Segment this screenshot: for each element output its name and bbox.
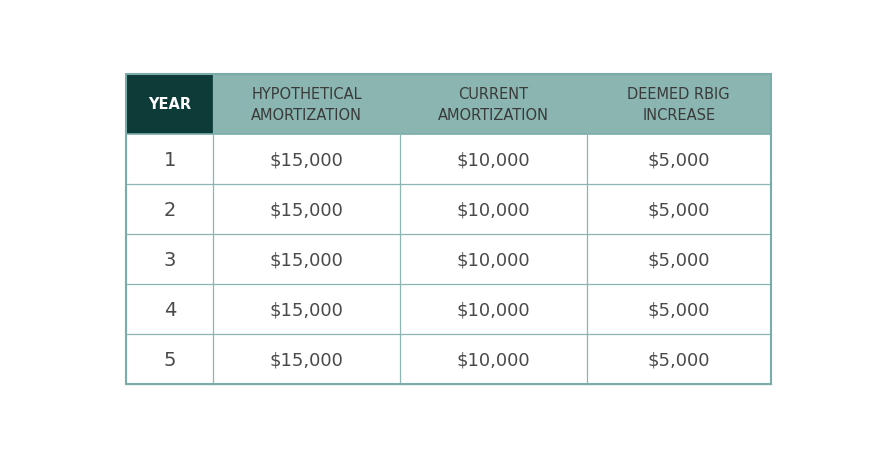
Text: HYPOTHETICAL
AMORTIZATION: HYPOTHETICAL AMORTIZATION (251, 87, 362, 123)
Bar (400, 74, 587, 135)
Text: 2: 2 (164, 200, 176, 219)
Bar (126, 74, 771, 385)
Text: $10,000: $10,000 (457, 151, 530, 169)
Text: $15,000: $15,000 (270, 151, 344, 169)
Text: $5,000: $5,000 (648, 251, 710, 269)
Bar (587, 74, 771, 135)
Text: 4: 4 (164, 300, 176, 319)
Text: $5,000: $5,000 (648, 351, 710, 369)
Text: $5,000: $5,000 (648, 201, 710, 219)
Text: $10,000: $10,000 (457, 301, 530, 319)
Text: $15,000: $15,000 (270, 351, 344, 369)
Text: 3: 3 (164, 250, 176, 269)
Text: 5: 5 (164, 350, 176, 369)
Bar (126, 74, 214, 135)
Text: $10,000: $10,000 (457, 201, 530, 219)
Text: DEEMED RBIG
INCREASE: DEEMED RBIG INCREASE (627, 87, 730, 123)
Text: $5,000: $5,000 (648, 151, 710, 169)
Text: $5,000: $5,000 (648, 301, 710, 319)
Bar (126, 74, 771, 385)
Text: $15,000: $15,000 (270, 251, 344, 269)
Text: YEAR: YEAR (148, 97, 192, 112)
Text: $15,000: $15,000 (270, 201, 344, 219)
Text: $15,000: $15,000 (270, 301, 344, 319)
Text: $10,000: $10,000 (457, 351, 530, 369)
Bar (214, 74, 400, 135)
Text: CURRENT
AMORTIZATION: CURRENT AMORTIZATION (438, 87, 549, 123)
Text: $10,000: $10,000 (457, 251, 530, 269)
Text: 1: 1 (164, 151, 176, 169)
